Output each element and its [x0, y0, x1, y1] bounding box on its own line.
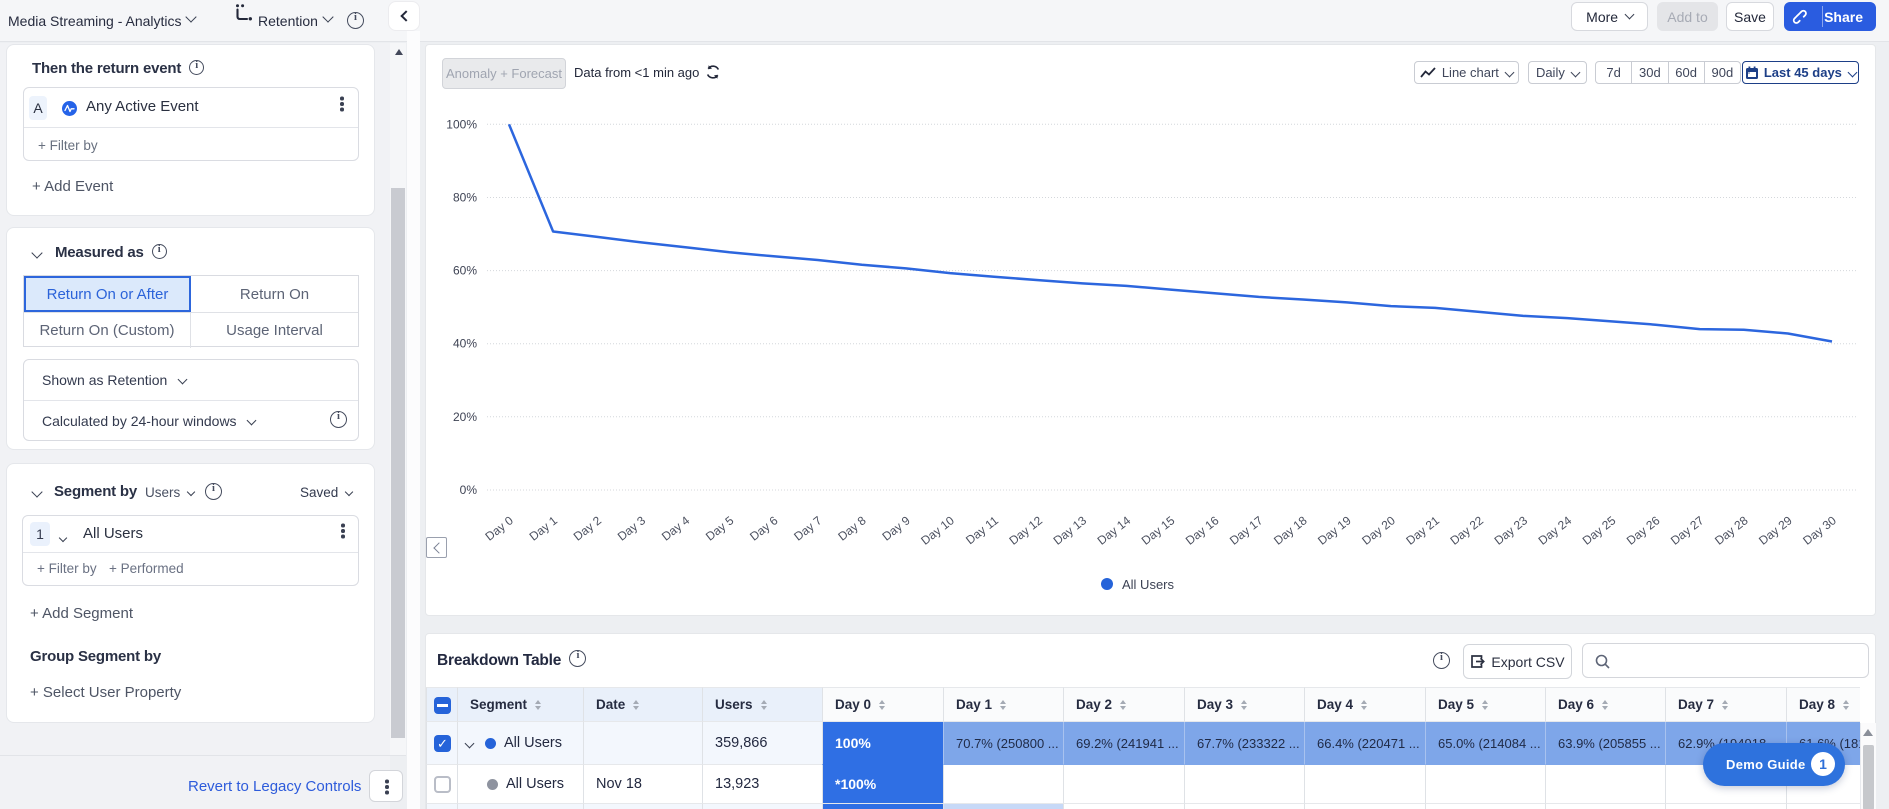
svg-text:Day 11: Day 11 [963, 513, 1001, 547]
svg-text:Day 14: Day 14 [1095, 513, 1134, 548]
svg-text:20%: 20% [453, 410, 477, 424]
svg-text:60%: 60% [453, 264, 477, 278]
svg-text:Day 16: Day 16 [1183, 513, 1222, 548]
svg-text:Day 22: Day 22 [1447, 513, 1486, 548]
svg-text:Day 3: Day 3 [615, 513, 649, 544]
svg-text:Day 30: Day 30 [1800, 513, 1839, 548]
svg-text:Day 26: Day 26 [1624, 513, 1663, 548]
svg-text:Day 7: Day 7 [791, 513, 825, 544]
svg-text:Day 25: Day 25 [1580, 513, 1619, 548]
svg-text:Day 21: Day 21 [1403, 513, 1442, 548]
svg-text:Day 23: Day 23 [1492, 513, 1531, 548]
svg-text:100%: 100% [446, 117, 477, 131]
svg-text:Day 0: Day 0 [483, 513, 517, 544]
svg-text:Day 6: Day 6 [747, 513, 781, 544]
svg-text:Day 13: Day 13 [1051, 513, 1090, 548]
svg-text:80%: 80% [453, 191, 477, 205]
svg-text:Day 5: Day 5 [703, 513, 737, 544]
svg-text:Day 19: Day 19 [1315, 513, 1354, 548]
svg-text:Day 18: Day 18 [1271, 513, 1310, 548]
svg-text:Day 1: Day 1 [527, 513, 561, 544]
svg-text:40%: 40% [453, 337, 477, 351]
svg-text:Day 10: Day 10 [918, 513, 957, 548]
svg-text:Day 9: Day 9 [879, 513, 913, 544]
svg-text:Day 12: Day 12 [1006, 513, 1045, 548]
svg-text:Day 24: Day 24 [1536, 513, 1575, 548]
svg-text:Day 28: Day 28 [1712, 513, 1751, 548]
svg-text:Day 2: Day 2 [571, 513, 605, 544]
svg-text:Day 17: Day 17 [1227, 513, 1266, 548]
svg-text:Day 20: Day 20 [1359, 513, 1398, 548]
svg-text:Day 8: Day 8 [835, 513, 869, 544]
svg-text:Day 29: Day 29 [1756, 513, 1795, 548]
svg-text:Day 15: Day 15 [1139, 513, 1178, 548]
svg-text:0%: 0% [460, 483, 478, 497]
svg-text:Day 4: Day 4 [659, 513, 693, 544]
svg-text:Day 27: Day 27 [1668, 513, 1707, 548]
